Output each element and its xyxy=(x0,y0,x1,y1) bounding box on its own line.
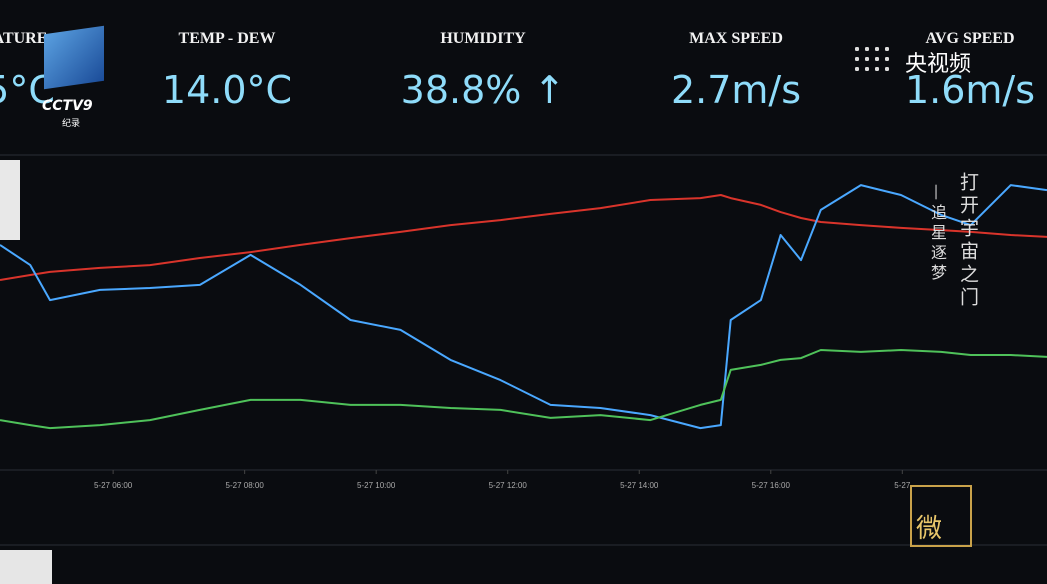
stat: MAX SPEED 2.7m/s xyxy=(616,30,856,112)
stat: HUMIDITY 38.8% ↑ xyxy=(363,30,603,112)
x-tick-label: 5-27 08:00 xyxy=(226,481,265,490)
x-tick-label: 5-27 14:00 xyxy=(620,481,659,490)
poem-sub: —追星逐梦 xyxy=(928,184,947,284)
stat-value: 1.6m/s xyxy=(904,68,1036,112)
stat-label: AVG SPEED xyxy=(925,30,1015,47)
data-line xyxy=(0,194,1047,281)
x-tick-label: 5-27 10:00 xyxy=(357,481,396,490)
x-tick-label: 5-27 16:00 xyxy=(752,481,791,490)
side-tab xyxy=(0,160,20,240)
channel-name: CCTV9 xyxy=(42,98,93,114)
app-logo: 央视频 xyxy=(905,52,972,77)
poem: 打开宇宙之门 xyxy=(957,172,979,310)
stat: AVG SPEED 1.6m/s xyxy=(850,30,1047,112)
channel-logo xyxy=(44,25,104,90)
badge: 微 xyxy=(910,485,972,547)
stat-label: MAX SPEED xyxy=(689,30,783,47)
channel-sub: 纪录 xyxy=(62,119,81,129)
side-tab xyxy=(0,550,52,584)
stat-label: ATURE xyxy=(0,30,48,47)
x-tick-label: 5-27 xyxy=(894,481,911,490)
x-tick-label: 5-27 06:00 xyxy=(94,481,133,490)
data-line xyxy=(0,349,1047,430)
stat: TEMP - DEW 14.0°C xyxy=(107,30,347,112)
stat-value: 14.0°C xyxy=(161,68,293,112)
stat-value: 2.7m/s xyxy=(670,68,802,112)
data-line xyxy=(0,184,1047,430)
stat-label: TEMP - DEW xyxy=(178,30,276,47)
app-icon xyxy=(852,44,894,76)
x-tick-label: 5-27 12:00 xyxy=(489,481,528,490)
stat-value: 38.8% ↑ xyxy=(400,68,566,112)
stat-label: HUMIDITY xyxy=(440,30,526,47)
